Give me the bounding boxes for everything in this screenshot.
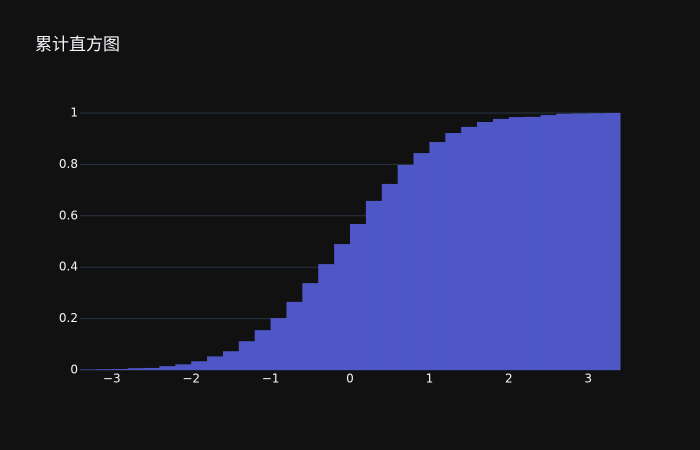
y-tick-label: 0.4	[59, 260, 78, 274]
bar	[524, 116, 542, 370]
bar	[445, 133, 462, 370]
bar	[95, 369, 113, 370]
bar	[588, 113, 605, 370]
bar	[286, 301, 303, 370]
bar	[111, 368, 129, 370]
bar	[540, 115, 557, 370]
y-tick-label: 0	[70, 363, 78, 377]
y-tick-label: 0.6	[59, 208, 78, 222]
bar	[397, 164, 415, 370]
bar	[159, 366, 176, 370]
bar	[556, 113, 573, 371]
bar	[365, 200, 383, 370]
x-tick-label: 1	[426, 372, 434, 386]
bar	[604, 113, 621, 370]
bar	[334, 244, 351, 370]
x-tick-label: 0	[346, 372, 354, 386]
y-tick-label: 0.8	[59, 157, 78, 171]
y-tick-label: 1	[70, 106, 78, 120]
x-tick-label: −3	[103, 372, 121, 386]
bar	[127, 368, 145, 370]
bar	[207, 356, 224, 370]
x-tick-label: −2	[182, 372, 200, 386]
chart-title: 累计直方图	[35, 35, 120, 55]
y-tick-label: 0.2	[59, 311, 78, 325]
bar	[254, 330, 272, 370]
bar	[302, 283, 319, 370]
x-tick-label: 3	[584, 372, 592, 386]
bar	[572, 113, 589, 370]
bar	[318, 264, 335, 370]
bar	[143, 367, 160, 370]
bar	[222, 351, 240, 370]
bar	[477, 121, 494, 371]
bar	[270, 318, 287, 370]
bar	[80, 369, 97, 370]
bar	[175, 364, 192, 370]
x-tick-label: −1	[262, 372, 280, 386]
bar	[492, 118, 510, 370]
bar	[238, 341, 256, 370]
x-tick-label: 2	[505, 372, 513, 386]
bar	[508, 117, 526, 370]
bar	[381, 183, 399, 370]
bar	[413, 153, 430, 370]
bar	[191, 361, 208, 370]
bar	[350, 224, 367, 370]
bar	[429, 142, 446, 370]
bar	[461, 126, 478, 371]
